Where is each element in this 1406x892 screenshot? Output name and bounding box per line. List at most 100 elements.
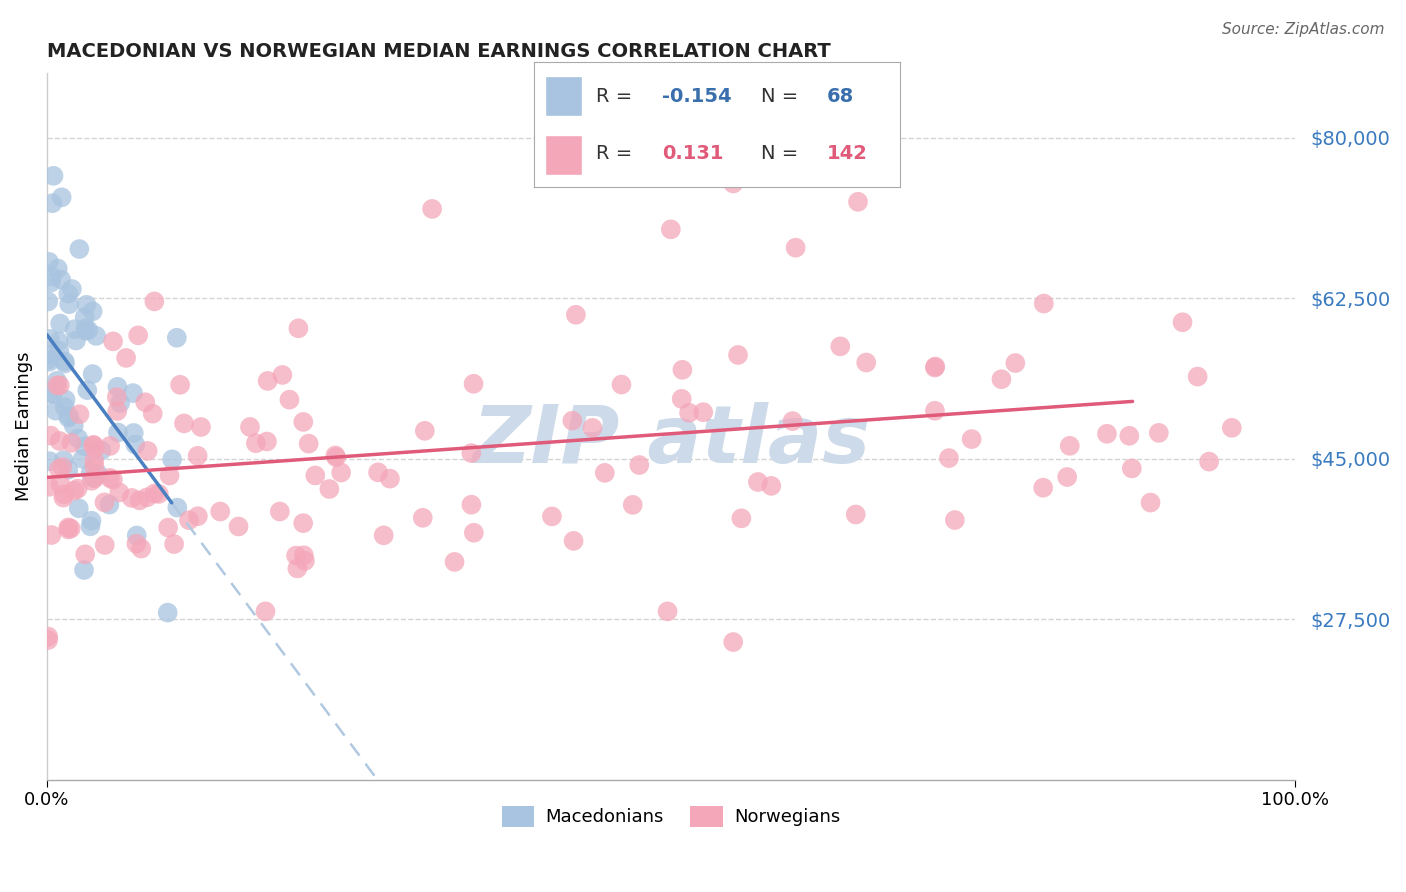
Point (108, 396, 131, 410)
Point (269, 504, 291, 518)
Point (72, 451, 94, 466)
Point (1059, 439, 1081, 453)
Bar (546, 135, 582, 175)
Point (38, 255, 60, 269)
Point (83, 460, 105, 475)
Point (38, 352, 60, 367)
Point (101, 473, 124, 487)
Point (46, 261, 69, 276)
Point (108, 485, 131, 500)
Point (830, 339, 852, 353)
Point (148, 487, 170, 501)
Point (58, 410, 80, 425)
Point (125, 528, 148, 542)
Point (659, 222, 682, 236)
Point (304, 468, 326, 483)
Point (924, 360, 946, 375)
Point (129, 541, 152, 556)
Point (254, 604, 277, 618)
Point (58, 462, 80, 476)
Point (41, 269, 63, 284)
Point (46, 378, 69, 392)
Point (136, 443, 159, 458)
Point (292, 415, 315, 429)
Point (678, 406, 700, 420)
Point (721, 177, 744, 191)
Point (73, 563, 96, 577)
Point (75, 324, 97, 338)
Point (80, 514, 103, 528)
Point (285, 549, 308, 563)
Point (37, 386, 59, 401)
Point (39, 276, 62, 290)
Point (598, 149, 620, 163)
Text: 0.131: 0.131 (662, 145, 724, 163)
Point (60, 282, 83, 296)
Point (166, 500, 188, 515)
Point (412, 510, 434, 524)
Point (83, 453, 105, 467)
Point (782, 414, 804, 428)
Point (121, 491, 143, 505)
Point (845, 508, 868, 522)
Point (93, 538, 115, 552)
Point (60, 435, 83, 450)
Point (53, 356, 76, 370)
Point (1198, 455, 1220, 469)
Point (136, 491, 159, 505)
Point (761, 479, 783, 493)
Point (256, 434, 278, 449)
Point (58, 522, 80, 536)
Point (245, 436, 267, 450)
Point (82, 438, 104, 452)
Point (53, 487, 76, 501)
Point (1095, 426, 1118, 441)
Point (228, 519, 250, 533)
Point (90, 443, 112, 458)
Point (82, 367, 104, 381)
Point (671, 363, 693, 377)
Point (107, 425, 129, 440)
Point (37, 633, 59, 648)
Point (82, 304, 104, 318)
Point (143, 294, 166, 309)
Text: ZIP atlas: ZIP atlas (472, 401, 870, 480)
Text: R =: R = (596, 87, 633, 105)
Point (76, 383, 98, 397)
Point (730, 511, 752, 525)
Point (44, 403, 66, 417)
Point (63, 322, 86, 336)
Point (562, 533, 585, 548)
Point (378, 472, 401, 486)
Point (278, 392, 301, 407)
Point (83, 438, 105, 452)
Text: N =: N = (761, 87, 799, 105)
Point (671, 392, 693, 406)
Point (990, 372, 1012, 386)
Point (287, 561, 309, 575)
Point (143, 486, 166, 500)
Point (239, 420, 262, 434)
Point (98, 439, 121, 453)
Point (460, 498, 482, 512)
Point (169, 377, 191, 392)
Point (128, 493, 150, 508)
Point (39, 348, 62, 362)
Point (1056, 470, 1078, 484)
Point (49, 477, 72, 491)
Point (77, 323, 100, 337)
Point (62, 418, 84, 433)
Point (943, 513, 966, 527)
Point (298, 436, 321, 450)
Point (101, 334, 124, 349)
Point (42, 387, 65, 401)
Point (163, 537, 186, 551)
Point (87, 467, 110, 482)
Point (855, 355, 877, 369)
Point (67, 432, 90, 446)
Point (37, 294, 59, 309)
Point (287, 321, 309, 335)
Point (1118, 429, 1140, 443)
Point (134, 395, 156, 409)
Point (166, 331, 188, 345)
